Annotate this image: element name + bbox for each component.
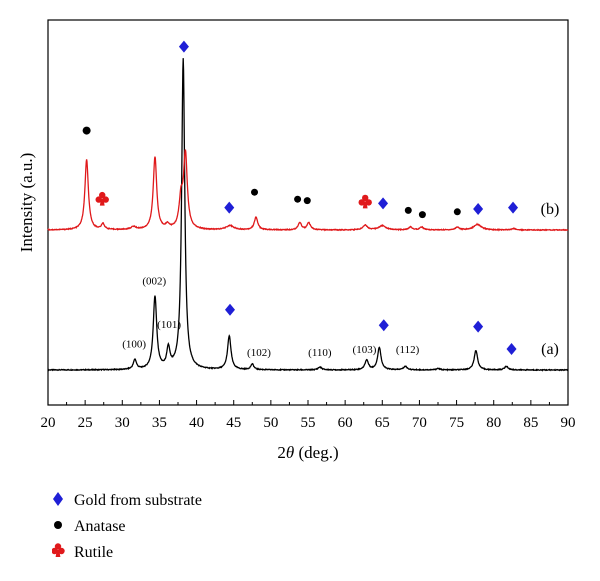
anatase-marker <box>82 126 91 135</box>
y-axis-title: Intensity (a.u.) <box>17 153 36 253</box>
x-axis-ticks: 20 25 30 35 40 45 50 55 60 65 70 75 80 85 90 <box>41 400 576 431</box>
gold-marker <box>225 303 235 316</box>
traces <box>47 58 569 372</box>
rutile-marker <box>95 191 109 206</box>
gold-marker <box>378 197 389 210</box>
rutile-marker <box>358 194 372 209</box>
peak-labels: (100) (002) (101) (102) (110) (103) (112) <box>122 276 419 359</box>
anatase-marker <box>294 195 302 203</box>
gold-marker <box>224 201 235 214</box>
x-tick-label: 90 <box>561 415 576 431</box>
trace-label-b: (b) <box>541 201 560 218</box>
x-tick-label: 25 <box>78 415 93 431</box>
x-tick-label: 70 <box>412 415 427 431</box>
x-tick-label: 20 <box>41 415 56 431</box>
peak-label: (101) <box>157 319 181 331</box>
trace-b <box>47 149 569 232</box>
x-tick-label: 35 <box>152 415 167 431</box>
anatase-marker <box>404 206 412 214</box>
phase-markers <box>82 40 519 355</box>
x-tick-label: 55 <box>301 415 316 431</box>
legend-item-rutile: Rutile <box>51 540 202 566</box>
x-tick-label: 75 <box>449 415 464 431</box>
legend-item-gold: Gold from substrate <box>52 488 202 514</box>
gold-diamond-icon <box>53 491 63 506</box>
x-tick-label: 50 <box>263 415 278 431</box>
x-axis-title: 2θ (deg.) <box>277 443 338 462</box>
legend-item-anatase: Anatase <box>52 514 202 540</box>
x-tick-label: 45 <box>226 415 241 431</box>
anatase-dot-icon <box>54 520 62 529</box>
peak-label: (100) <box>122 339 146 351</box>
x-tick-label: 65 <box>375 415 390 431</box>
gold-marker <box>508 201 519 214</box>
peak-label: (102) <box>247 347 271 359</box>
gold-marker <box>378 319 389 332</box>
legend: Gold from substrate Anatase Rutile <box>51 488 202 566</box>
xrd-chart: (100)(002)(101)(102) (110) (103) (112) (a)(… <box>17 19 576 462</box>
x-tick-label: 80 <box>486 415 501 431</box>
x-tick-label: 40 <box>189 415 204 431</box>
anatase-marker <box>418 211 426 219</box>
anatase-marker <box>453 208 461 216</box>
peak-label: (002) <box>142 276 166 288</box>
x-tick-label: 30 <box>115 415 130 431</box>
peak-label: (110) <box>308 347 332 359</box>
gold-marker <box>473 320 484 333</box>
legend-label-rutile: Rutile <box>74 544 114 561</box>
gold-marker <box>178 40 189 53</box>
peak-label: (103) <box>353 344 377 356</box>
x-tick-label: 60 <box>338 415 353 431</box>
anatase-marker <box>251 188 259 196</box>
anatase-marker <box>303 197 311 205</box>
legend-label-anatase: Anatase <box>74 518 126 535</box>
rutile-club-icon <box>51 542 65 557</box>
trace-labels: (a) (b) <box>541 201 560 358</box>
gold-marker <box>506 343 517 355</box>
trace-label-a: (a) <box>541 341 559 358</box>
x-tick-label: 85 <box>523 415 538 431</box>
trace-a <box>47 58 569 372</box>
gold-marker <box>473 203 484 215</box>
legend-label-gold: Gold from substrate <box>74 492 202 509</box>
peak-label: (112) <box>396 344 420 356</box>
